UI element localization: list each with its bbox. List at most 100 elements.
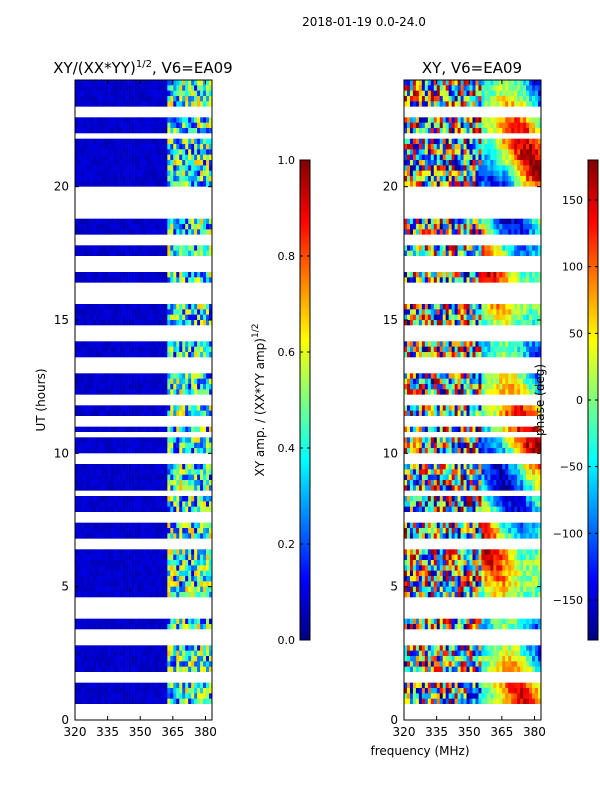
amplitude-cell — [134, 170, 138, 177]
amplitude-cell — [161, 149, 165, 155]
amplitude-cell — [110, 538, 115, 545]
amplitude-cell — [161, 613, 165, 619]
amplitude-cell — [80, 501, 85, 507]
amplitude-cell — [188, 586, 192, 593]
amplitude-cell — [173, 624, 177, 630]
amplitude-cell — [128, 362, 132, 369]
amplitude-cell — [203, 597, 207, 603]
amplitude-cell — [197, 400, 201, 406]
amplitude-cell — [95, 645, 100, 651]
amplitude-cell — [149, 256, 153, 262]
amplitude-cell — [119, 538, 123, 545]
amplitude-cell — [95, 357, 100, 363]
amplitude-cell — [155, 528, 159, 534]
amplitude-cell — [176, 485, 180, 491]
amplitude-cell — [134, 554, 138, 561]
amplitude-cell — [206, 586, 210, 593]
amplitude-cell — [149, 490, 153, 497]
amplitude-cell — [158, 608, 162, 614]
amplitude-cell — [173, 90, 177, 97]
amplitude-cell — [104, 474, 109, 481]
amplitude-cell — [110, 650, 115, 657]
amplitude-cell — [179, 469, 183, 475]
amplitude-cell — [197, 272, 201, 278]
amplitude-cell — [206, 634, 210, 641]
amplitude-cell — [203, 416, 207, 422]
amplitude-cell — [206, 341, 210, 347]
amplitude-cell — [179, 213, 183, 219]
amplitude-cell — [131, 496, 135, 502]
amplitude-cell — [161, 272, 165, 278]
amplitude-cell — [77, 309, 82, 315]
amplitude-cell — [161, 389, 165, 395]
amplitude-cell — [182, 346, 186, 353]
amplitude-cell — [98, 336, 103, 342]
amplitude-cell — [194, 133, 198, 139]
amplitude-cell — [113, 266, 117, 273]
amplitude-cell — [173, 229, 177, 235]
amplitude-cell — [125, 437, 129, 443]
amplitude-cell — [86, 378, 91, 385]
amplitude-cell — [173, 645, 177, 651]
amplitude-cell — [77, 453, 82, 459]
amplitude-cell — [77, 250, 82, 257]
amplitude-cell — [206, 293, 210, 299]
amplitude-cell — [95, 218, 100, 225]
amplitude-cell — [152, 165, 156, 171]
amplitude-cell — [128, 528, 132, 534]
amplitude-cell — [134, 138, 138, 145]
amplitude-cell — [182, 101, 186, 107]
amplitude-cell — [89, 138, 94, 145]
amplitude-cell — [209, 122, 213, 129]
amplitude-cell — [161, 485, 165, 491]
amplitude-cell — [209, 304, 213, 310]
amplitude-cell — [179, 234, 183, 241]
amplitude-cell — [95, 362, 100, 369]
amplitude-cell — [104, 112, 109, 118]
amplitude-cell — [161, 416, 165, 422]
amplitude-cell — [191, 133, 195, 139]
amplitude-cell — [200, 544, 204, 550]
amplitude-cell — [83, 320, 88, 326]
amplitude-cell — [188, 373, 192, 379]
amplitude-cell — [143, 298, 147, 305]
amplitude-cell — [119, 250, 123, 257]
amplitude-cell — [140, 197, 144, 203]
amplitude-cell — [179, 586, 183, 593]
amplitude-cell — [128, 586, 132, 593]
amplitude-cell — [149, 426, 153, 433]
amplitude-cell — [173, 277, 177, 283]
amplitude-cell — [152, 549, 156, 555]
amplitude-cell — [116, 384, 120, 390]
amplitude-cell — [167, 112, 171, 118]
amplitude-cell — [185, 266, 189, 273]
amplitude-cell — [86, 197, 91, 203]
amplitude-cell — [89, 522, 94, 529]
amplitude-cell — [194, 592, 198, 598]
amplitude-cell — [101, 304, 106, 310]
amplitude-cell — [113, 544, 117, 550]
amplitude-cell — [194, 101, 198, 107]
amplitude-cell — [182, 608, 186, 614]
amplitude-cell — [137, 565, 141, 571]
amplitude-cell — [173, 128, 177, 134]
amplitude-cell — [92, 416, 97, 422]
amplitude-cell — [161, 464, 165, 470]
amplitude-cell — [176, 512, 180, 518]
amplitude-cell — [146, 426, 150, 433]
amplitude-cell — [206, 266, 210, 273]
amplitude-cell — [158, 645, 162, 651]
amplitude-cell — [176, 96, 180, 102]
amplitude-cell — [203, 229, 207, 235]
amplitude-cell — [95, 496, 100, 502]
amplitude-cell — [140, 277, 144, 283]
amplitude-cell — [77, 613, 82, 619]
amplitude-cell — [173, 581, 177, 587]
amplitude-cell — [197, 213, 201, 219]
amplitude-cell — [86, 645, 91, 651]
amplitude-cell — [77, 112, 82, 118]
amplitude-cell — [98, 213, 103, 219]
amplitude-cell — [155, 90, 159, 97]
amplitude-cell — [179, 165, 183, 171]
amplitude-cell — [149, 224, 153, 230]
